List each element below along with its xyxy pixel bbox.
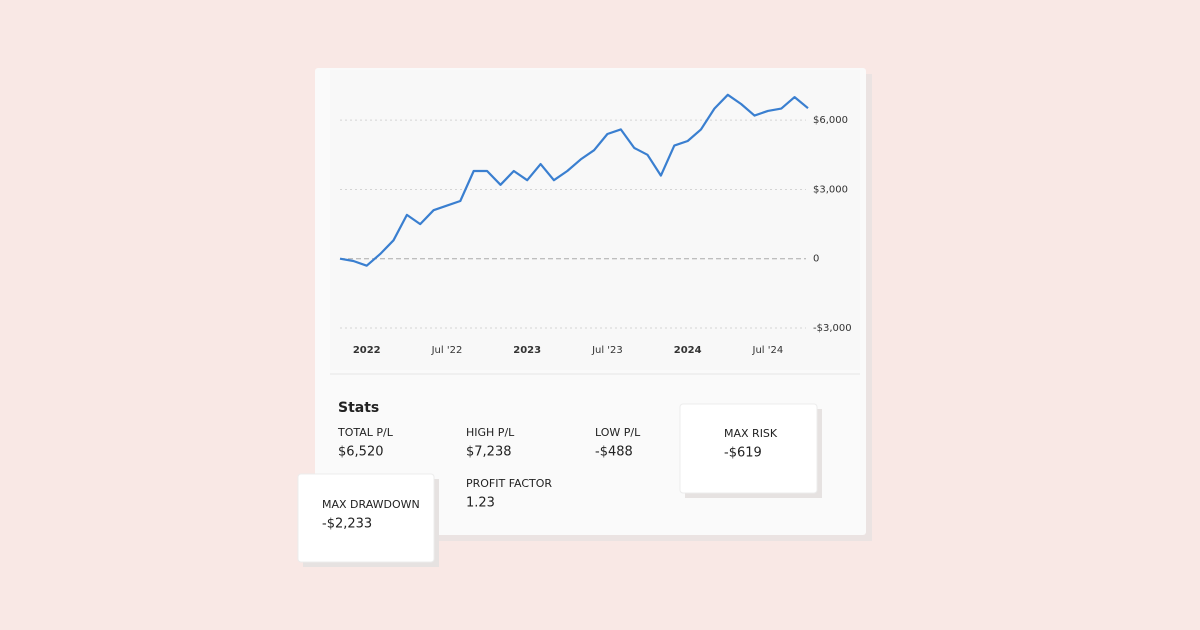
chart: -$3,000 0 $3,000 $6,000 2022 Jul '22 2023 Jul '… [339, 93, 852, 356]
line-series [339, 93, 809, 267]
x-tick-label: Jul '24 [752, 345, 784, 356]
x-tick-label: 2024 [674, 345, 702, 356]
stats: TOTAL P/L $6,520 HIGH P/L $7,238 LOW P/L -$48… [297, 403, 822, 567]
stat-card [297, 473, 435, 563]
x-tick-label: Jul '23 [591, 345, 623, 356]
stat-label: MAX DRAWDOWN [322, 498, 420, 511]
stat-value: $6,520 [338, 445, 384, 460]
stat-label: LOW P/L [595, 426, 641, 439]
x-tick-label: 2023 [513, 345, 541, 356]
x-tick-label: Jul '22 [431, 345, 463, 356]
y-tick-label: $3,000 [813, 184, 848, 195]
stat-label: HIGH P/L [466, 426, 515, 439]
stats-title: Stats [338, 400, 379, 416]
stat-value: 1.23 [466, 496, 495, 511]
y-tick-label: $6,000 [813, 115, 848, 126]
stat-label: MAX RISK [724, 427, 778, 440]
stat-card [679, 403, 818, 494]
stat-value: -$2,233 [322, 517, 372, 532]
stat-value: -$619 [724, 446, 762, 461]
stat-label: TOTAL P/L [337, 426, 394, 439]
x-tick-label: 2022 [353, 345, 381, 356]
stat-value: $7,238 [466, 445, 512, 460]
y-tick-label: -$3,000 [813, 323, 852, 334]
chart-area [330, 70, 860, 370]
stat-value: -$488 [595, 445, 633, 460]
y-tick-label: 0 [813, 254, 819, 265]
stat-label: PROFIT FACTOR [466, 477, 552, 490]
